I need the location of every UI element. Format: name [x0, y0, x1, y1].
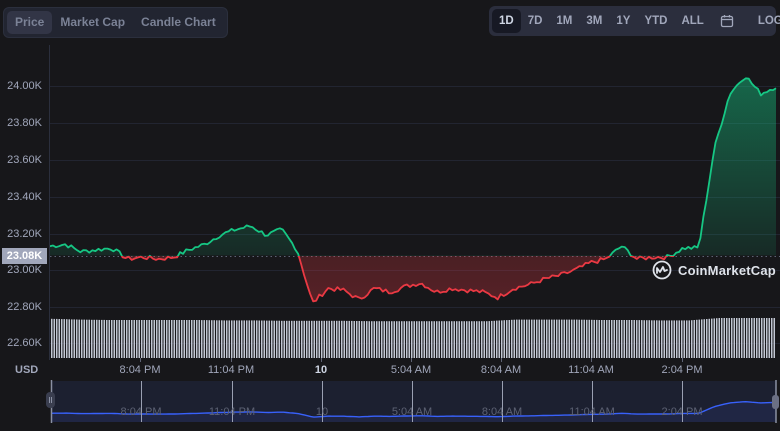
y-tick-label: 22.60K: [7, 337, 42, 349]
x-tick-label: 10: [314, 364, 328, 376]
log-scale-toggle[interactable]: LOG: [757, 15, 780, 27]
calendar-icon: [720, 15, 733, 28]
range-1m[interactable]: 1M: [556, 15, 573, 27]
y-tick-label: 23.00K: [7, 264, 42, 276]
x-tick-label: 11:04 AM: [568, 364, 614, 376]
range-3m[interactable]: 3M: [586, 15, 603, 27]
svg-text:10: 10: [316, 406, 328, 418]
svg-text:8:04 PM: 8:04 PM: [121, 406, 162, 418]
y-tick-label: 23.40K: [7, 191, 42, 203]
grip-icon: [49, 397, 50, 403]
x-tick-label: 5:04 AM: [390, 364, 432, 376]
navigator-left-handle[interactable]: [46, 392, 55, 408]
coinmarketcap-logo-icon: [652, 260, 672, 280]
y-tick-label: 23.20K: [7, 228, 42, 240]
range-1y[interactable]: 1Y: [616, 15, 631, 27]
range-1d[interactable]: 1D: [492, 9, 521, 33]
volume-bars: [51, 318, 775, 358]
tab-candle-chart[interactable]: Candle Chart: [141, 15, 216, 29]
currency-label: USD: [15, 364, 39, 376]
grip-icon-line: [51, 397, 52, 403]
range-ytd[interactable]: YTD: [644, 15, 668, 27]
grid-lines: [50, 86, 780, 344]
tab-market-cap[interactable]: Market Cap: [60, 15, 126, 29]
tab-price[interactable]: Price: [7, 11, 53, 34]
chart-type-tabs: Price Market Cap Candle Chart: [3, 7, 228, 38]
range-all[interactable]: ALL: [681, 15, 704, 27]
svg-text:5:04 AM: 5:04 AM: [392, 406, 432, 418]
navigator-right-handle[interactable]: [772, 395, 779, 409]
svg-text:2:04 PM: 2:04 PM: [662, 406, 703, 418]
y-tick-label: 23.80K: [7, 117, 42, 129]
current-price-tag: 23.08K: [2, 248, 47, 264]
y-tick-label: 23.60K: [7, 154, 42, 166]
x-tick-label: 11:04 PM: [207, 364, 255, 376]
y-tick-label: 24.00K: [7, 80, 42, 92]
watermark-text: CoinMarketCap: [678, 262, 776, 278]
time-range-tabs: 1D 7D 1M 3M 1Y YTD ALL LOG: [489, 6, 780, 36]
range-7d[interactable]: 7D: [527, 15, 543, 27]
x-axis-ticks: [140, 358, 683, 362]
x-tick-label: 8:04 AM: [480, 364, 522, 376]
y-tick-label: 22.80K: [7, 301, 42, 313]
navigator: [50, 380, 777, 423]
svg-text:11:04 PM: 11:04 PM: [209, 406, 255, 418]
svg-text:11:04 AM: 11:04 AM: [569, 406, 615, 418]
svg-text:8:04 AM: 8:04 AM: [482, 406, 522, 418]
x-tick-label: 8:04 PM: [119, 364, 161, 376]
date-range-button[interactable]: [711, 9, 743, 33]
navigator-tick-labels: 8:04 PM 11:04 PM 10 5:04 AM 8:04 AM 11:0…: [121, 406, 703, 418]
coinmarketcap-watermark: CoinMarketCap: [652, 260, 776, 280]
x-tick-label: 2:04 PM: [661, 364, 703, 376]
